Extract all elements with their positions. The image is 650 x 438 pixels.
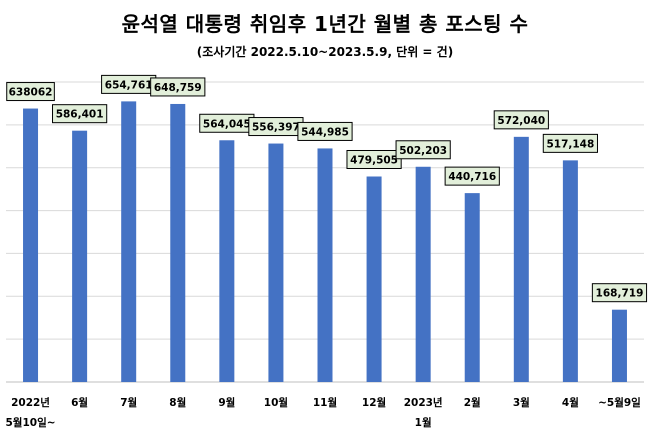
data-label: 440,716	[444, 166, 500, 186]
data-label: 556,397	[248, 117, 304, 137]
data-label: 586,401	[52, 104, 108, 124]
chart-title: 윤석열 대통령 취임후 1년간 월별 총 포스팅 수	[121, 12, 529, 36]
data-label-text: 572,040	[497, 115, 545, 127]
x-tick-label: 7월	[120, 396, 137, 409]
x-tick-label: 5월10일~	[6, 416, 56, 429]
x-tick-label: 1월	[415, 416, 432, 429]
bar	[415, 166, 431, 382]
data-label-box	[52, 104, 108, 124]
data-label: 479,505	[346, 149, 402, 169]
x-tick-label: 2023년	[404, 396, 443, 409]
data-label-box	[297, 121, 353, 141]
data-label: 638062	[6, 82, 55, 102]
data-label-text: 502,203	[399, 145, 447, 157]
data-label-box	[591, 283, 648, 303]
bar	[513, 136, 529, 382]
data-label: 502,203	[395, 140, 451, 160]
data-label: 572,040	[493, 110, 549, 130]
data-label-text: 517,148	[546, 138, 594, 150]
x-tick-label: 3월	[513, 396, 530, 409]
x-tick-label: 6월	[71, 396, 88, 409]
x-tick-label: 2022년	[11, 396, 50, 409]
bar	[317, 148, 333, 382]
x-tick-label: 11월	[313, 396, 337, 409]
bars	[23, 101, 627, 383]
data-label-box	[346, 149, 402, 169]
data-label: 544,985	[297, 121, 353, 141]
data-label-text: 648,759	[154, 82, 202, 94]
data-label-box	[150, 77, 206, 97]
data-label-text: 168,719	[596, 288, 644, 300]
data-label: 517,148	[542, 133, 598, 153]
data-label-text: 564,045	[203, 118, 251, 130]
x-tick-label: 8월	[169, 396, 186, 409]
bar	[464, 193, 480, 382]
x-tick-labels: 2022년 5월10일~ 6월 7월 8월 9월 10월 11월 12월 2023년 1월 2월 3월 4…	[6, 396, 641, 429]
x-tick-label: 12월	[362, 396, 386, 409]
data-label: 168,719	[591, 283, 648, 303]
data-label-box	[6, 82, 55, 102]
data-label: 564,045	[199, 113, 255, 133]
x-tick-label: 9월	[218, 396, 235, 409]
data-label-text: 556,397	[252, 122, 300, 134]
x-tick-label: 4월	[562, 396, 579, 409]
x-tick-label: 10월	[264, 396, 288, 409]
bar	[170, 103, 186, 383]
data-label-text: 544,985	[301, 126, 349, 138]
x-tick-label: 2월	[464, 396, 481, 409]
data-label-text: 440,716	[448, 171, 496, 183]
data-label-box	[395, 140, 451, 160]
data-label-text: 479,505	[350, 154, 398, 166]
data-label: 648,759	[150, 77, 206, 97]
bar	[366, 176, 382, 382]
bar	[268, 143, 284, 382]
bar	[562, 160, 578, 382]
data-label-text: 586,401	[56, 109, 104, 121]
data-label-box	[542, 133, 598, 153]
data-label-box	[493, 110, 549, 130]
data-label: 654,761	[101, 74, 157, 94]
bar	[72, 130, 88, 382]
data-label-box	[444, 166, 500, 186]
bar	[611, 309, 627, 382]
chart-subtitle: (조사기간 2022.5.10~2023.5.9, 단위 = 건)	[196, 45, 454, 59]
data-label-text: 638062	[9, 87, 53, 99]
bar	[23, 108, 39, 382]
data-label-text: 654,761	[105, 79, 153, 91]
bar	[121, 101, 137, 382]
x-tick-label: ~5월9일	[598, 396, 641, 409]
bar	[219, 140, 235, 382]
